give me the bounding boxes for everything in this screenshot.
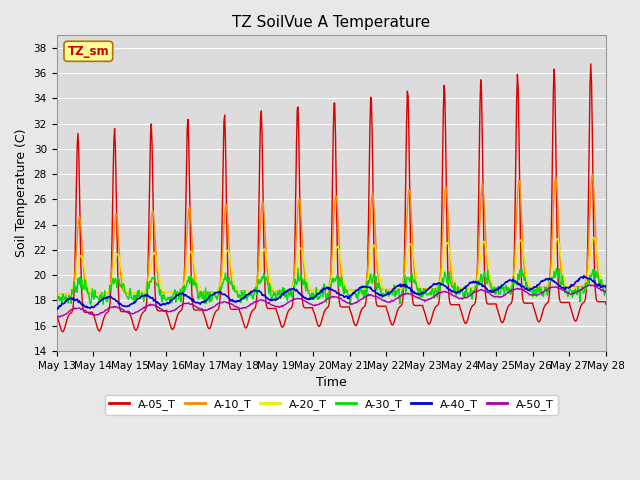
Text: TZ_sm: TZ_sm	[67, 45, 109, 58]
Legend: A-05_T, A-10_T, A-20_T, A-30_T, A-40_T, A-50_T: A-05_T, A-10_T, A-20_T, A-30_T, A-40_T, …	[104, 395, 558, 415]
Title: TZ SoilVue A Temperature: TZ SoilVue A Temperature	[232, 15, 430, 30]
Y-axis label: Soil Temperature (C): Soil Temperature (C)	[15, 129, 28, 257]
X-axis label: Time: Time	[316, 376, 347, 389]
